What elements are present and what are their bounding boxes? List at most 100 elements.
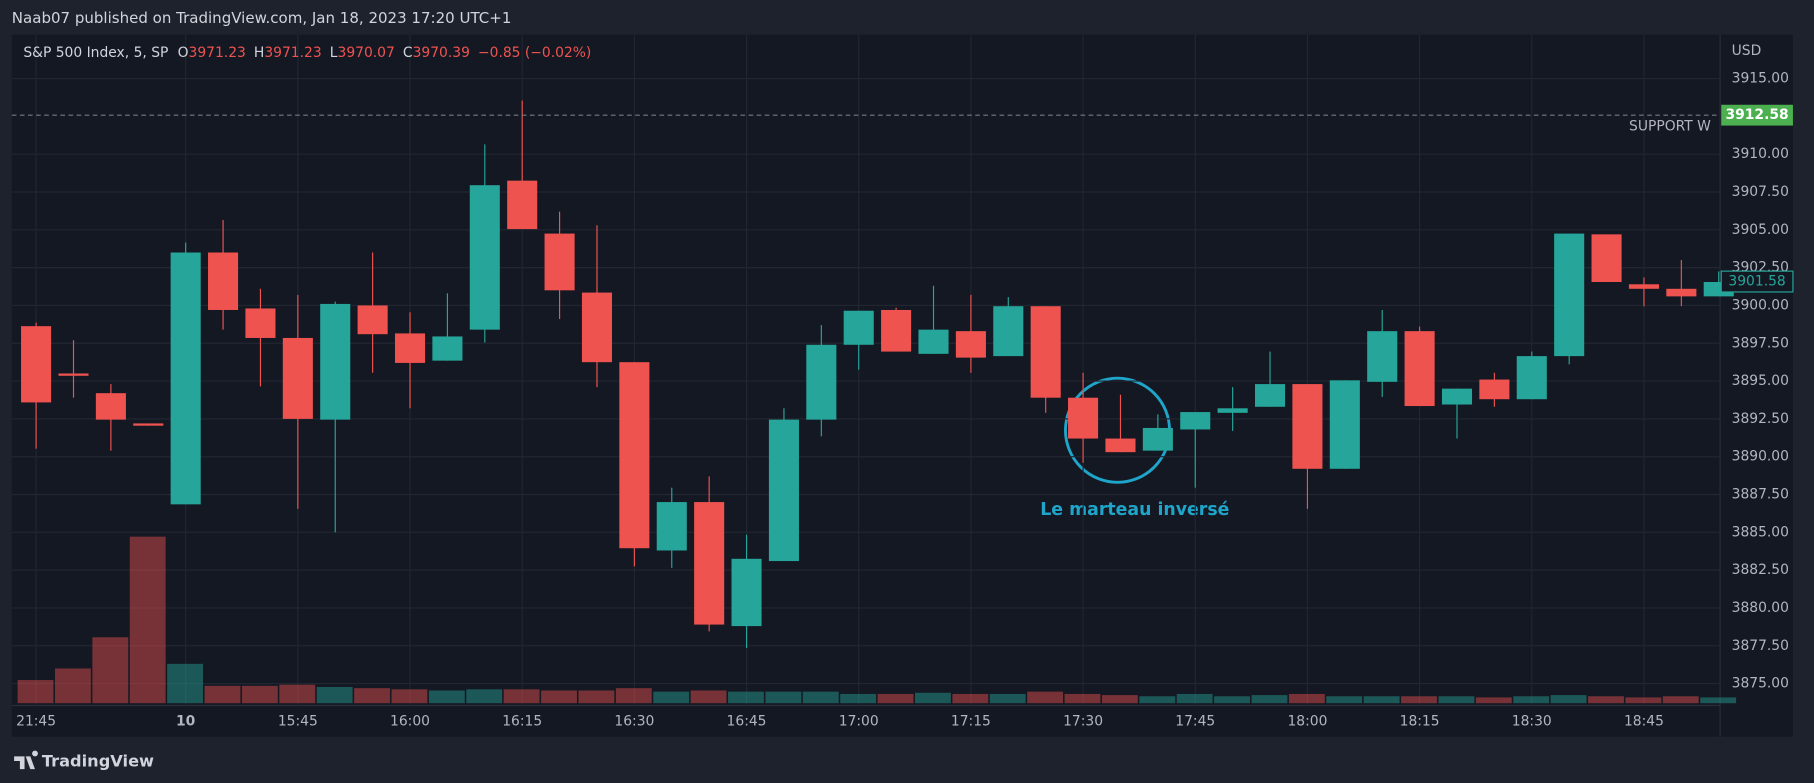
- candle-body: [245, 308, 276, 338]
- candle-body: [432, 336, 463, 361]
- y-tick-label: 3887.50: [1732, 487, 1789, 503]
- volume-bar: [1176, 693, 1213, 704]
- candle-body: [656, 502, 687, 551]
- volume-bar: [1139, 696, 1176, 704]
- candle-body: [993, 306, 1024, 357]
- y-tick-label: 3905.00: [1732, 222, 1789, 238]
- ohlc-value: 3970.39: [413, 45, 470, 61]
- volume-bar: [541, 690, 577, 704]
- volume-bar: [241, 685, 278, 704]
- currency-label: USD: [1732, 43, 1762, 59]
- x-tick-label: 16:30: [614, 714, 654, 730]
- candle-body: [955, 331, 986, 358]
- x-tick-label: 17:00: [839, 714, 879, 730]
- y-tick-label: 3890.00: [1732, 449, 1789, 465]
- ohlc-label: H: [254, 45, 264, 61]
- volume-bar: [17, 680, 54, 704]
- candle-body: [58, 373, 89, 376]
- logo: [14, 750, 38, 770]
- x-tick-label: 18:15: [1400, 714, 1440, 730]
- candle-body: [581, 292, 613, 363]
- support-label: SUPPORT W: [1629, 119, 1711, 135]
- y-tick-label: 3882.50: [1732, 562, 1789, 578]
- candle-body: [507, 180, 538, 230]
- volume-bar: [1288, 693, 1325, 704]
- x-tick-label: 21:45: [16, 714, 56, 730]
- support-badge: [1721, 104, 1793, 126]
- candle-body: [357, 305, 388, 335]
- ohlc-value: 3970.07: [338, 45, 395, 61]
- publish-header: Naab07 published on TradingView.com, Jan…: [12, 9, 512, 27]
- volume-bar: [765, 691, 802, 704]
- last-price-badge: [1720, 270, 1794, 293]
- ohlc-value: 3971.23: [189, 45, 246, 61]
- candle-body: [1068, 397, 1099, 439]
- volume-bar: [1326, 696, 1363, 704]
- volume-bar: [204, 685, 241, 704]
- volume-bar: [167, 663, 204, 704]
- candle-body: [1628, 284, 1659, 289]
- annotation-text: Le marteau inversé: [1040, 500, 1229, 520]
- candle-body: [208, 252, 239, 310]
- x-tick-label: 16:15: [502, 714, 542, 730]
- candle-body: [95, 393, 126, 420]
- candle-body: [1030, 306, 1061, 398]
- candle-body: [1255, 384, 1286, 407]
- volume-bar: [391, 689, 428, 704]
- y-tick-label: 3900.00: [1732, 297, 1789, 313]
- volume-bar: [915, 692, 951, 704]
- ohlc-legend: S&P 500 Index, 5, SP O3971.23 H3971.23 L397…: [23, 45, 591, 61]
- footer-brand: TradingView: [42, 752, 154, 771]
- candle-body: [320, 303, 351, 420]
- support-price: 3912.58: [1726, 107, 1789, 123]
- candle-body: [694, 502, 725, 625]
- ohlc-label: O: [178, 45, 189, 61]
- volume-bar: [1363, 696, 1400, 704]
- volume-bar: [1588, 696, 1624, 704]
- x-tick-label: 17:15: [951, 714, 991, 730]
- candle-body: [282, 337, 313, 419]
- volume-bar: [54, 668, 91, 704]
- candle-body: [1180, 412, 1211, 430]
- volume-bar: [690, 690, 727, 704]
- candle-body: [1441, 388, 1473, 405]
- y-tick-label: 3877.50: [1732, 638, 1789, 654]
- change: −0.85 (−0.02%): [478, 45, 591, 61]
- y-tick-label: 3880.00: [1732, 600, 1789, 616]
- candle-body: [1105, 438, 1136, 453]
- y-tick-label: 3875.00: [1732, 676, 1789, 692]
- candle-body: [1217, 408, 1248, 413]
- volume-bar: [877, 693, 914, 704]
- volume-bar: [1064, 693, 1101, 704]
- candle-body: [1591, 234, 1622, 282]
- symbol-title: S&P 500 Index, 5, SP: [23, 45, 168, 61]
- volume-bar: [354, 688, 390, 704]
- volume-bar: [840, 693, 877, 704]
- volume-bar: [578, 690, 615, 704]
- candle-body: [1666, 288, 1697, 297]
- candle-body: [1404, 331, 1435, 407]
- volume-bar: [615, 688, 652, 704]
- volume-bar: [428, 690, 465, 704]
- volume-bar: [728, 691, 764, 704]
- x-tick-label: 18:00: [1287, 714, 1327, 730]
- ohlc-label: C: [403, 45, 413, 61]
- volume-bar: [279, 684, 316, 704]
- volume-bar: [1550, 695, 1587, 704]
- volume-bar: [503, 689, 540, 704]
- candle-body: [918, 329, 949, 354]
- y-tick-label: 3897.50: [1732, 335, 1789, 351]
- candle-body: [544, 233, 575, 291]
- candle-body: [170, 252, 201, 505]
- candle-body: [806, 344, 837, 420]
- x-tick-label: 16:00: [390, 714, 430, 730]
- candle-body: [21, 326, 52, 403]
- candle-body: [843, 310, 874, 345]
- volume-bar: [1662, 696, 1699, 704]
- volume-bar: [1251, 695, 1288, 704]
- volume-bar: [802, 691, 839, 704]
- volume-bar: [1027, 691, 1064, 704]
- candle-body: [1329, 380, 1360, 469]
